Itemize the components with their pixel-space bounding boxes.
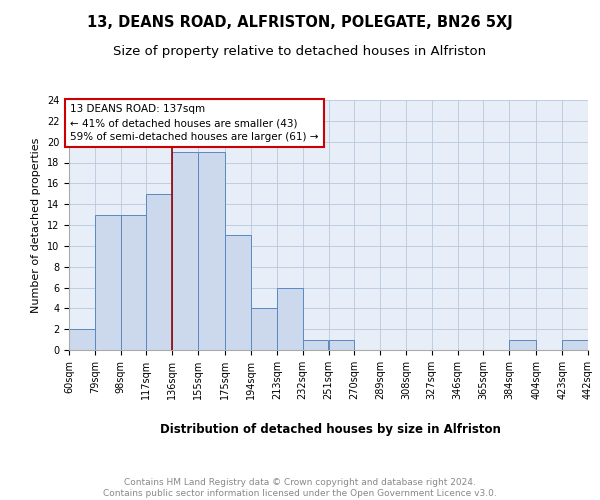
- Bar: [251, 308, 277, 350]
- Bar: [225, 236, 251, 350]
- Bar: [277, 288, 302, 350]
- Bar: [329, 340, 355, 350]
- Bar: [95, 214, 121, 350]
- Y-axis label: Number of detached properties: Number of detached properties: [31, 138, 41, 312]
- Bar: [172, 152, 198, 350]
- Text: Contains HM Land Registry data © Crown copyright and database right 2024.
Contai: Contains HM Land Registry data © Crown c…: [103, 478, 497, 498]
- Bar: [121, 214, 146, 350]
- Bar: [69, 329, 95, 350]
- Bar: [302, 340, 329, 350]
- Text: Distribution of detached houses by size in Alfriston: Distribution of detached houses by size …: [160, 422, 500, 436]
- Bar: [146, 194, 172, 350]
- Text: 13, DEANS ROAD, ALFRISTON, POLEGATE, BN26 5XJ: 13, DEANS ROAD, ALFRISTON, POLEGATE, BN2…: [87, 15, 513, 30]
- Text: Size of property relative to detached houses in Alfriston: Size of property relative to detached ho…: [113, 45, 487, 58]
- Text: 13 DEANS ROAD: 137sqm
← 41% of detached houses are smaller (43)
59% of semi-deta: 13 DEANS ROAD: 137sqm ← 41% of detached …: [70, 104, 319, 142]
- Bar: [562, 340, 588, 350]
- Bar: [198, 152, 225, 350]
- Bar: [509, 340, 536, 350]
